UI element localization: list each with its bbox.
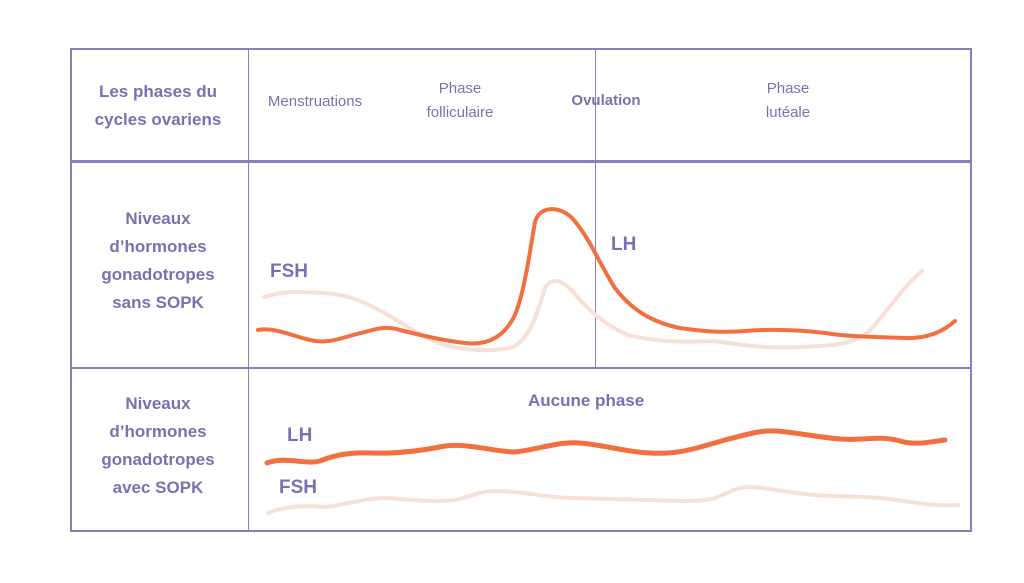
fsh-label-row1: FSH [270, 261, 308, 282]
lh-curve-row1 [256, 207, 957, 346]
fsh-curve-row1 [262, 269, 924, 353]
no-phase-label: Aucune phase [528, 391, 645, 410]
header-divider [70, 160, 972, 163]
lh-label-row2: LH [287, 425, 313, 446]
diagram-frame [70, 48, 972, 532]
phase-menstruations: Menstruations [267, 93, 363, 110]
label-column-divider [248, 50, 249, 530]
header-label: Les phases du cycles ovariens [94, 82, 222, 129]
row2-label: Niveaux d’hormones gonadotropes avec SOP… [101, 394, 215, 497]
phase-folliculaire: Phase folliculaire [426, 80, 494, 121]
phase-ovulation: Ovulation [571, 92, 641, 109]
row-divider [70, 367, 972, 369]
phase-luteale: Phase lutéale [765, 80, 811, 121]
ovulation-divider [595, 50, 596, 368]
fsh-curve-row2 [266, 485, 960, 515]
lh-curve-row2 [264, 428, 948, 466]
row1-label: Niveaux d’hormones gonadotropes sans SOP… [101, 209, 215, 312]
lh-label-row1: LH [611, 234, 637, 255]
fsh-label-row2: FSH [279, 477, 317, 498]
